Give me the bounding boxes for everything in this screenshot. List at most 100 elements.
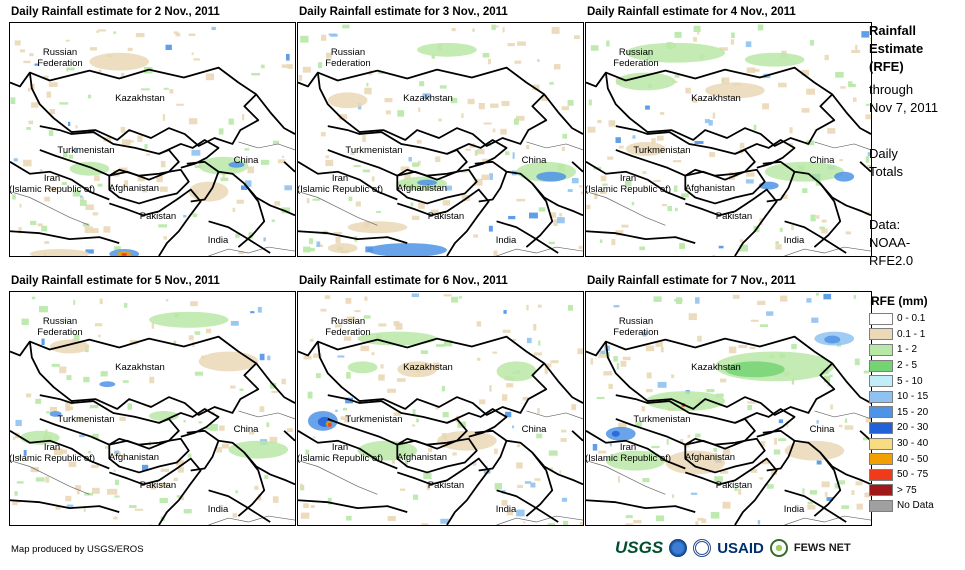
country-border (298, 161, 398, 201)
rainfall-speckle (618, 145, 624, 149)
country-border (283, 161, 295, 173)
rainfall-speckle (14, 40, 21, 46)
rainfall-area (49, 339, 90, 354)
rainfall-area (625, 141, 666, 156)
rainfall-speckle (745, 41, 752, 48)
rainfall-speckle (505, 411, 512, 418)
rainfall-speckle (300, 485, 305, 491)
rainfall-speckle (206, 328, 212, 334)
rainfall-speckle (169, 89, 174, 94)
minor-border (526, 410, 583, 420)
rainfall-speckle (46, 91, 52, 98)
country-label-afghanistan: Afghanistan (396, 452, 448, 463)
rainfall-speckle (478, 103, 485, 110)
rainfall-speckle (127, 403, 133, 410)
rainfall-speckle (824, 54, 829, 61)
legend-label: 50 - 75 (897, 469, 929, 481)
rainfall-speckle (695, 297, 700, 304)
rainfall-speckle (482, 158, 490, 163)
rainfall-speckle (719, 378, 727, 383)
rainfall-area (347, 221, 408, 234)
rainfall-speckle (83, 507, 86, 512)
rainfall-speckle (613, 305, 620, 308)
panel-title-5: Daily Rainfall estimate for 6 Nov., 2011 (299, 275, 508, 287)
legend-item: 20 - 30 (869, 420, 934, 436)
country-border (298, 72, 319, 88)
rainfall-speckle (404, 458, 409, 465)
rainfall-speckle (516, 444, 521, 448)
rainfall-speckle (41, 338, 45, 346)
legend-label: 10 - 15 (897, 391, 929, 403)
rainfall-speckle (318, 62, 323, 69)
rainfall-speckle (430, 209, 439, 215)
rainfall-speckle (183, 509, 192, 514)
rainfall-speckle (841, 505, 849, 509)
rainfall-speckle (801, 69, 809, 76)
rainfall-speckle (61, 182, 67, 185)
rainfall-area (744, 52, 805, 67)
rainfall-speckle (744, 417, 749, 422)
rainfall-speckle (829, 374, 833, 378)
rainfall-speckle (313, 436, 316, 439)
rainfall-speckle (561, 497, 568, 502)
country-border (327, 125, 468, 177)
rainfall-speckle (423, 472, 432, 479)
rainfall-speckle (14, 491, 18, 496)
rainfall-speckle (371, 176, 375, 182)
country-label-turkmenistan: Turkmenistan (345, 414, 403, 425)
rainfall-area (397, 361, 438, 378)
rainfall-speckle (98, 334, 101, 338)
rainfall-speckle (661, 203, 667, 207)
rainfall-speckle (651, 138, 656, 144)
rainfall-area (611, 430, 620, 437)
rainfall-speckle (778, 82, 787, 88)
rainfall-speckle (222, 443, 230, 449)
country-border (186, 429, 295, 486)
rainfall-speckle (435, 405, 439, 410)
rainfall-speckle (259, 353, 265, 361)
rainfall-speckle (722, 501, 731, 509)
rainfall-speckle (561, 106, 570, 111)
rainfall-speckle (385, 110, 391, 115)
rainfall-area (705, 82, 765, 99)
rainfall-speckle (355, 201, 361, 207)
rainfall-speckle (823, 293, 832, 300)
rainfall-speckle (92, 487, 100, 494)
minor-border (496, 246, 583, 256)
rainfall-speckle (232, 513, 237, 518)
rainfall-speckle (745, 179, 754, 184)
rainfall-speckle (264, 475, 269, 479)
rainfall-speckle (343, 336, 352, 341)
country-label-kazakhstan: Kazakhstan (403, 362, 453, 373)
logos: USGS USAID FEWS NET (615, 538, 851, 558)
rainfall-speckle (209, 423, 218, 431)
rainfall-speckle (342, 24, 350, 29)
rainfall-speckle (97, 183, 103, 187)
country-border (397, 188, 490, 256)
rainfall-area (367, 243, 447, 256)
rainfall-speckle (17, 455, 22, 459)
rainfall-speckle (230, 320, 239, 326)
map-panel-4: Russian Federation Kazakhstan Turkmenistan C… (9, 291, 296, 526)
rainfall-speckle (416, 418, 419, 423)
rainfall-speckle (26, 127, 31, 130)
rainfall-speckle (779, 227, 783, 232)
rainfall-speckle (281, 64, 290, 68)
rainfall-speckle (863, 370, 870, 374)
rainfall-speckle (467, 98, 475, 105)
map-panel-5: Russian Federation Kazakhstan Turkmenistan C… (297, 291, 584, 526)
rainfall-speckle (239, 388, 244, 392)
rainfall-area (784, 440, 845, 461)
totals-label: Totals (869, 164, 903, 179)
rainfall-area (121, 253, 128, 256)
rainfall-speckle (536, 433, 543, 439)
rainfall-speckle (677, 151, 684, 154)
minor-border (496, 515, 583, 525)
rainfall-speckle (303, 246, 311, 253)
rainfall-speckle (774, 438, 777, 445)
rainfall-area (228, 440, 289, 459)
rainfall-speckle (645, 105, 650, 110)
country-label-india: India (783, 235, 805, 246)
country-border (39, 125, 180, 177)
rainfall-speckle (251, 72, 260, 76)
